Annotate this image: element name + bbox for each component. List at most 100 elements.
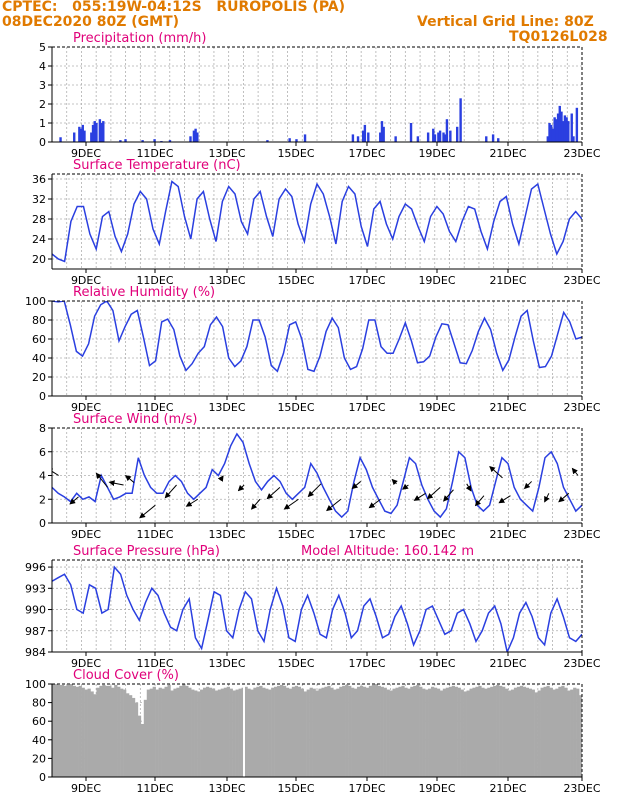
cloud-bar [155,689,159,777]
cloud-bar [143,699,148,777]
cloud-bar [211,688,216,777]
pres-xtick-label: 15DEC [277,657,314,670]
cloud-ytick-label: 40 [32,734,46,747]
cloud-bar [60,684,65,777]
precip-xtick-label: 13DEC [208,147,245,160]
precip-bar [93,121,96,142]
wind-vector [217,475,224,482]
precip-bar [91,124,95,142]
cloud-bar [502,686,506,777]
wind-vector [266,487,281,500]
cloud-bar [549,687,553,777]
cloud-bar [179,685,183,777]
precip-ytick-label: 2 [39,98,46,111]
cloud-bar [99,685,103,777]
precip-bar [295,139,298,142]
cloud-ytick-label: 80 [32,697,46,710]
precip-bar [119,140,122,142]
cloud-bar [457,687,461,777]
precip-bar [83,130,86,142]
cloud-bar [380,686,384,777]
cloud-bar [484,688,488,777]
cloud-bar [436,688,441,777]
precip-bar [95,123,98,142]
pres-title: Surface Pressure (hPa) [73,544,220,559]
pres-xtick-label: 9DEC [71,657,101,670]
cloud-bar [507,690,512,777]
cloud-bar [478,685,482,777]
cloud-bar [128,695,133,777]
cloud-bar [469,688,473,777]
cloud-bar [534,692,538,777]
cloud-bar [513,687,518,777]
precip-bar [153,139,156,142]
cloud-bar [345,684,349,777]
cloud-bar [537,690,541,777]
pres-line [52,565,582,652]
cloud-bar [285,687,290,777]
pres-ytick-label: 984 [25,646,46,659]
cloud-bar [182,684,186,777]
cloud-bar [220,688,225,777]
cloud-bar [401,685,405,777]
wind-vector [413,492,426,501]
cloud-bar [303,691,307,777]
temp-xtick-label: 9DEC [71,274,101,287]
precip-bar [59,137,62,142]
cloud-bar [297,686,302,777]
cloud-bar [131,697,136,777]
cloud-bar [442,688,447,777]
cloud-xtick-label: 9DEC [71,782,101,795]
rh-ytick-label: 80 [32,314,46,327]
cloud-bar [274,686,278,777]
wind-vector [489,466,503,479]
cloud-bar [146,689,151,777]
cloud-bar [487,687,491,777]
wind-ytick-label: 4 [39,470,46,483]
wind-vector [443,489,454,502]
precip-bar [102,121,105,142]
precip-bar [563,115,567,142]
cloud-bar [324,686,328,777]
wind-title: Surface Wind (m/s) [73,412,197,427]
precip-xtick-label: 9DEC [71,147,101,160]
wind-vector [498,495,511,504]
precip-bar [361,130,365,142]
cloud-bar [271,687,275,777]
cloud-bar [247,688,251,777]
wind-xtick-label: 19DEC [418,528,455,541]
temp-xtick-label: 19DEC [418,274,455,287]
cloud-bar [570,689,574,777]
wind-vector [558,492,570,503]
cloud-bar [531,689,535,777]
wind-vector [283,498,299,510]
precip-bar [196,132,199,142]
precip-bar [438,130,442,142]
cloud-xtick-label: 21DEC [489,782,526,795]
pres-xtick-label: 23DEC [563,657,600,670]
precip-bar [379,132,382,142]
rh-xtick-label: 23DEC [563,401,600,414]
precip-bar [100,123,103,142]
cloud-ytick-label: 0 [39,771,46,784]
wind-vector [139,504,156,519]
temp-data [52,180,582,263]
cloud-bar [351,687,355,777]
wind-vector [368,498,381,509]
precip-bar [380,121,384,142]
cloud-bar [81,687,85,777]
rh-ytick-label: 100 [25,295,46,308]
cloud-bar [359,685,364,777]
cloud-bar [481,687,485,777]
cloud-bar [525,687,530,777]
precip-bar [497,138,500,142]
precip-bar [553,117,556,142]
cloud-bar [158,687,162,777]
precip-bar [367,132,370,142]
cloud-bar [309,687,313,777]
cloud-bar [472,687,476,777]
cloud-bar [105,685,109,777]
cloud-bar [167,684,171,777]
rh-ytick-label: 20 [32,371,46,384]
